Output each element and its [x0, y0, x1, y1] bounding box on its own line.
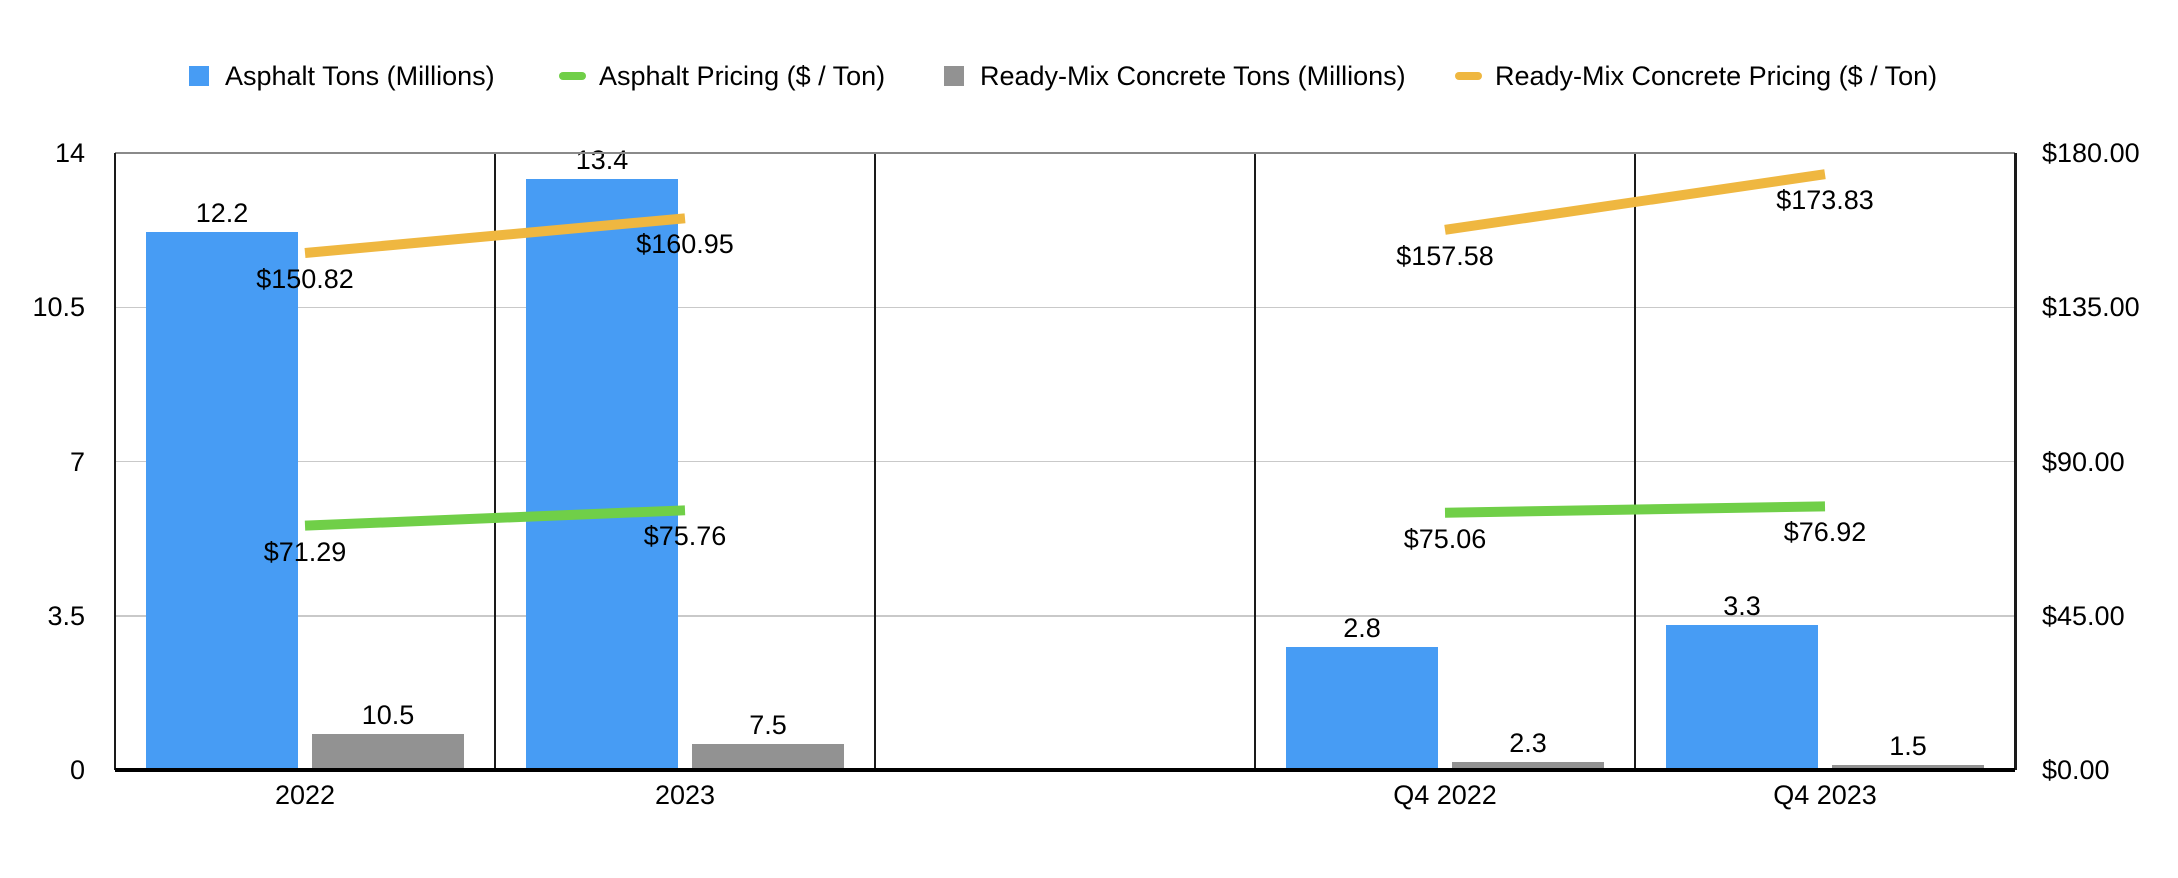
bar-value-label: 10.5 [361, 700, 415, 730]
left-axis-tick-label: 0 [69, 755, 85, 785]
left-axis-tick-label: 14 [54, 138, 85, 168]
x-axis-category-label: 2022 [274, 780, 336, 810]
bar [1666, 624, 1818, 770]
line-value-label: $71.29 [263, 536, 347, 567]
bar [526, 179, 678, 770]
line-segment [304, 505, 686, 531]
legend-item: Asphalt Tons (Millions) [189, 61, 495, 91]
bar-value-label: 13.4 [575, 145, 629, 176]
left-axis-tick-label: 3.5 [47, 600, 85, 631]
line-segment [304, 213, 686, 259]
x-axis-category-label: 2023 [654, 780, 716, 810]
right-axis-tick-label: $90.00 [2042, 446, 2125, 477]
legend-item: Asphalt Pricing ($ / Ton) [559, 61, 885, 91]
line-value-label: $75.06 [1403, 523, 1487, 554]
legend-item-label: Ready-Mix Concrete Pricing ($ / Ton) [1495, 61, 1938, 91]
bar-value-label: 1.5 [1889, 730, 1927, 761]
line-value-label: $160.95 [636, 229, 734, 260]
line-value-label: $76.92 [1783, 517, 1867, 548]
left-axis-tick-label: 10.5 [32, 292, 85, 323]
bar [1286, 646, 1438, 770]
bar-value-label: 2.8 [1343, 612, 1381, 643]
legend-line-marker-icon [559, 72, 586, 80]
plot-border-right [2014, 153, 2017, 770]
bar-value-label: 12.2 [195, 198, 249, 229]
line-value-label: $150.82 [256, 264, 354, 295]
legend-item: Ready-Mix Concrete Tons (Millions) [944, 61, 1406, 91]
bar [1452, 762, 1604, 770]
line-value-label: $157.58 [1396, 240, 1494, 271]
bar-value-label: 7.5 [749, 710, 787, 741]
panel-divider [1253, 153, 1257, 770]
panel-divider [1633, 153, 1637, 770]
plot-border-top [115, 152, 2015, 154]
bar-value-label: 3.3 [1723, 590, 1761, 621]
plot-border-left [113, 153, 116, 770]
legend-item-label: Ready-Mix Concrete Tons (Millions) [980, 61, 1406, 91]
gridline [115, 460, 2015, 463]
bar [146, 232, 298, 770]
gridline [115, 615, 2015, 617]
bar [1832, 764, 1984, 770]
legend-square-marker-icon [189, 66, 209, 86]
panel-divider [493, 153, 497, 770]
line-segment [1444, 501, 1826, 518]
x-axis-category-label: Q4 2022 [1393, 780, 1497, 810]
legend-item-label: Asphalt Pricing ($ / Ton) [599, 61, 886, 91]
right-axis-tick-label: $0.00 [2042, 755, 2110, 785]
line-value-label: $75.76 [643, 521, 727, 552]
gridline [115, 306, 2015, 308]
x-axis-baseline [115, 768, 2015, 772]
bar [312, 734, 464, 770]
left-axis-tick-label: 7 [69, 446, 85, 477]
legend-square-marker-icon [944, 66, 964, 86]
legend-line-marker-icon [1455, 72, 1482, 80]
x-axis-category-label: Q4 2023 [1773, 780, 1877, 810]
right-axis-tick-label: $135.00 [2042, 292, 2140, 323]
panel-divider [873, 153, 877, 770]
line-segment [1444, 169, 1826, 235]
legend-item-label: Asphalt Tons (Millions) [225, 61, 495, 91]
bar-value-label: 2.3 [1509, 728, 1547, 759]
legend-item: Ready-Mix Concrete Pricing ($ / Ton) [1455, 61, 1937, 91]
bar [692, 744, 844, 770]
right-axis-tick-label: $45.00 [2042, 600, 2125, 631]
line-value-label: $173.83 [1776, 185, 1874, 216]
right-axis-tick-label: $180.00 [2042, 138, 2140, 168]
